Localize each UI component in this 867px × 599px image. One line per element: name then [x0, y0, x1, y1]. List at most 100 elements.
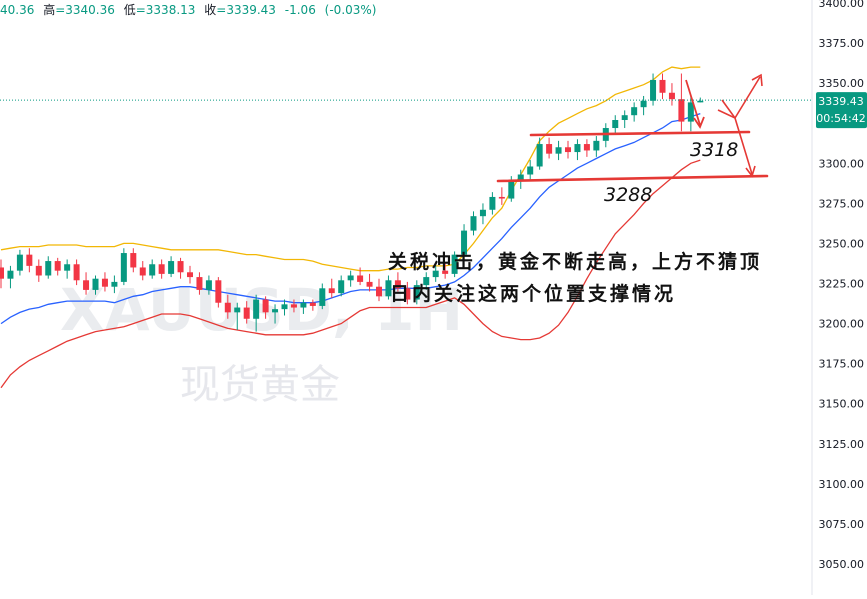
comment-line-2: 日内关注这两个位置支撑情况: [390, 282, 676, 305]
arrow-up-path: [717, 76, 761, 120]
candle-body: [631, 107, 638, 116]
candle-body: [394, 280, 401, 289]
candle-body: [149, 264, 156, 276]
price-axis-tick: 3175.00: [819, 358, 865, 371]
candle-body: [357, 275, 364, 282]
candle-body: [508, 180, 515, 199]
support-line-lower: [496, 174, 769, 183]
price-axis-tick: 3075.00: [819, 518, 865, 531]
candle-body: [187, 272, 193, 278]
upper-band-line: [0, 66, 701, 272]
candle-body: [168, 261, 175, 274]
price-axis-tick: 3100.00: [819, 478, 865, 491]
candle-body: [432, 270, 439, 278]
candle-body: [158, 264, 165, 274]
candle-body: [527, 166, 534, 175]
candle-body: [536, 144, 543, 167]
candle-body: [92, 278, 99, 290]
candle-body: [262, 299, 269, 313]
candle-body: [621, 115, 628, 121]
candle-body: [281, 304, 288, 310]
candle-body: [546, 144, 553, 154]
lower-band-line: [0, 159, 701, 389]
last-price-value: 3339.43: [818, 95, 864, 108]
candle-body: [650, 79, 657, 101]
candle-body: [300, 302, 307, 308]
candle-body: [470, 216, 477, 231]
candle-body: [451, 254, 458, 274]
watermark-name: 现货黄金: [180, 362, 340, 408]
candle-body: [196, 277, 203, 290]
candle-body: [366, 281, 373, 287]
candle-body: [0, 267, 4, 279]
ohlc-legend: 40.36 高=3340.36 低=3338.13 收=3339.43 -1.0…: [0, 0, 382, 20]
last-price-tag: 3339.43 00:54:42: [816, 92, 867, 129]
candle-body: [64, 264, 71, 271]
ohlc-low-label: 低: [123, 3, 136, 17]
candle-body: [328, 288, 335, 294]
arrow-up-head: [751, 73, 763, 87]
candle-body: [413, 285, 420, 300]
annotations: 3318 3288 关税冲击，黄金不断走高，上方不猜顶 日内关注这两个位置支撑情…: [388, 73, 769, 305]
price-axis-tick: 3150.00: [819, 398, 865, 411]
candle-body: [215, 280, 222, 303]
middle-band-line: [0, 112, 701, 325]
candle-body: [272, 309, 279, 313]
candle-body: [697, 100, 704, 103]
ohlc-high: 高=3340.36: [43, 3, 115, 17]
price-axis-tick: 3400.00: [819, 0, 865, 10]
price-axis[interactable]: 3050.00 3075.00 3100.00 3125.00 3150.00 3175.…: [819, 0, 865, 571]
ohlc-change-pct: (-0.03%): [324, 3, 377, 17]
candle-body: [640, 100, 647, 108]
candle-body: [678, 99, 685, 122]
arrow-down-head: [745, 165, 756, 178]
ohlc-change: -1.06: [284, 3, 316, 17]
ohlc-close-value: =3339.43: [216, 3, 276, 17]
candle-body: [54, 261, 61, 271]
bar-countdown: 00:54:42: [816, 112, 865, 125]
candle-body: [83, 280, 90, 290]
candle-body: [555, 147, 562, 154]
candle-body: [593, 140, 600, 151]
candle-body: [583, 144, 590, 151]
candle-body: [423, 277, 430, 286]
candle-body: [385, 280, 392, 297]
candle-body: [111, 281, 118, 287]
arrow-down-path: [721, 99, 753, 175]
candle-body: [73, 264, 80, 281]
candle-body: [668, 92, 675, 100]
candle-body: [659, 79, 666, 93]
price-axis-tick: 3125.00: [819, 438, 865, 451]
ohlc-open-fragment: 40.36: [0, 3, 35, 17]
level-label-upper: 3318: [690, 139, 738, 161]
candle-body: [224, 302, 231, 313]
candle-body: [442, 270, 449, 274]
candle-body: [347, 275, 354, 281]
price-axis-tick: 3200.00: [819, 318, 865, 331]
candlesticks: [0, 73, 704, 332]
candle-body: [309, 302, 316, 306]
candle-body: [565, 147, 571, 153]
ohlc-close: 收=3339.43: [204, 3, 276, 17]
candle-body: [319, 288, 326, 306]
candle-body: [404, 288, 411, 300]
candle-body: [489, 196, 496, 210]
ohlc-close-label: 收: [204, 3, 217, 17]
support-line-upper: [529, 130, 751, 137]
candle-body: [120, 253, 127, 282]
bollinger-bands: [0, 66, 701, 389]
price-axis-tick: 3050.00: [819, 558, 865, 571]
candle-body: [338, 280, 345, 294]
candle-body: [461, 230, 468, 255]
candle-body: [498, 196, 505, 199]
candle-body: [687, 102, 694, 122]
comment-line-1: 关税冲击，黄金不断走高，上方不猜顶: [388, 250, 762, 273]
price-axis-tick: 3375.00: [819, 37, 865, 50]
candle-body: [376, 286, 382, 297]
candle-body: [243, 307, 250, 319]
ohlc-high-label: 高: [43, 3, 56, 17]
level-label-lower: 3288: [604, 184, 652, 206]
candle-body: [517, 174, 524, 181]
